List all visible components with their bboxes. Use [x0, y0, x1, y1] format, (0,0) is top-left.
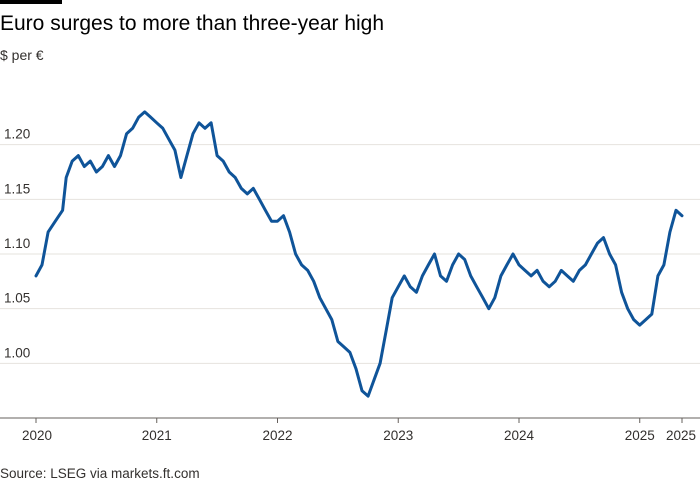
- chart-subtitle: $ per €: [0, 47, 44, 63]
- line-chart: 1.001.051.101.151.20 2020 2021 2022 2023 202…: [0, 110, 700, 443]
- x-tick-label: 2022: [262, 428, 292, 443]
- top-accent-bar: [0, 0, 62, 4]
- x-tick-label: 2025: [666, 428, 696, 443]
- y-tick-label: 1.20: [4, 127, 30, 142]
- x-axis-ticks: 2020 2021 2022 2023 2024 2025 2025: [22, 418, 696, 443]
- source-note: Source: LSEG via markets.ft.com: [0, 466, 200, 481]
- series-layer: [34, 110, 684, 398]
- x-tick-label: 2024: [504, 428, 535, 443]
- x-tick-label: 2021: [142, 428, 172, 443]
- y-tick-label: 1.15: [4, 181, 30, 196]
- chart-title: Euro surges to more than three-year high: [0, 12, 385, 35]
- y-tick-label: 1.10: [4, 236, 30, 251]
- x-tick-label: 2023: [383, 428, 413, 443]
- y-axis-tick-labels: 1.00 1.05 1.10 1.15 1.20: [4, 127, 30, 361]
- x-tick-label: 2025: [625, 428, 655, 443]
- y-tick-label: 1.05: [4, 291, 30, 306]
- y-tick-label: 1.00: [4, 345, 30, 360]
- series-line: [34, 110, 684, 398]
- x-tick-label: 2020: [22, 428, 52, 443]
- gridlines: [0, 144, 700, 364]
